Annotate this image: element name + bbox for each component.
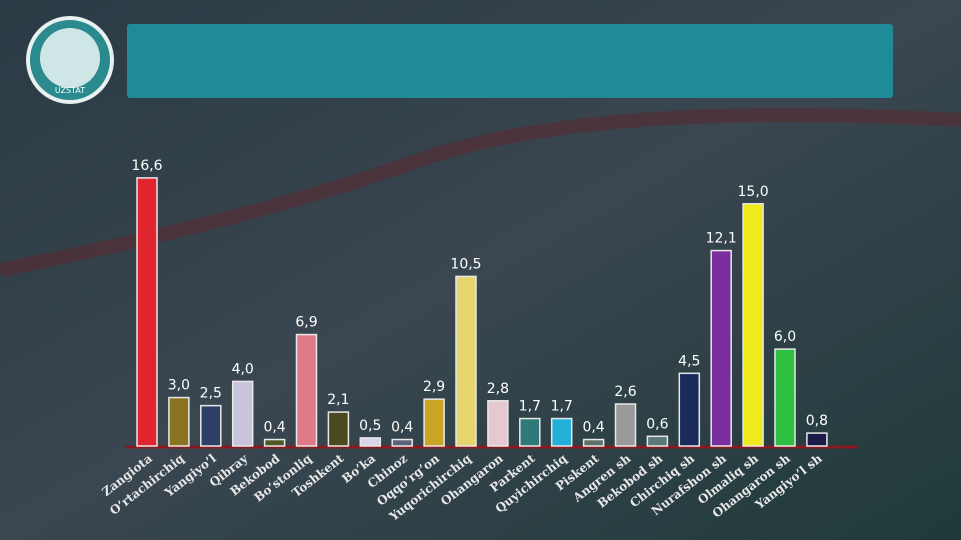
value-label: 1,7	[519, 399, 541, 415]
bar	[582, 438, 605, 447]
value-label: 6,9	[295, 315, 317, 331]
bar	[742, 203, 764, 447]
bar	[295, 333, 318, 447]
bar	[550, 417, 573, 447]
title-banner	[127, 24, 893, 98]
bar	[519, 417, 541, 447]
value-label: 2,5	[200, 386, 222, 402]
value-label: 16,6	[131, 158, 162, 174]
bar	[391, 438, 413, 447]
bar	[359, 437, 382, 447]
value-label: 15,0	[738, 184, 769, 200]
logo-text: UZSTAT	[55, 86, 85, 95]
bar	[487, 400, 509, 447]
value-label: 10,5	[450, 256, 481, 272]
value-label: 2,6	[614, 384, 636, 400]
bar	[231, 380, 254, 447]
value-label: 4,0	[232, 361, 254, 377]
value-label: 0,6	[646, 416, 668, 432]
value-label: 12,1	[706, 231, 737, 247]
value-label: 6,0	[774, 329, 796, 345]
bar	[200, 404, 222, 447]
value-label: 4,5	[678, 353, 700, 369]
bar	[710, 249, 732, 447]
value-label: 3,0	[168, 378, 190, 394]
bar	[614, 403, 637, 447]
value-label: 0,4	[582, 420, 604, 436]
value-label: 2,1	[327, 392, 349, 408]
bar	[327, 411, 350, 447]
value-label: 2,9	[423, 379, 445, 395]
bar	[774, 348, 796, 447]
bar	[168, 396, 190, 447]
bar	[423, 398, 445, 447]
value-label: 1,7	[551, 399, 573, 415]
logo-inner	[40, 28, 100, 88]
value-label: 0,4	[263, 420, 285, 436]
bar	[136, 177, 158, 447]
decor	[0, 108, 961, 277]
bar	[678, 372, 701, 447]
value-label: 0,5	[359, 418, 381, 434]
value-label: 0,4	[391, 420, 413, 436]
value-label: 2,8	[487, 381, 509, 397]
bar	[455, 275, 477, 447]
bar	[263, 438, 286, 447]
bar	[806, 432, 828, 447]
bar	[646, 435, 669, 447]
value-label: 0,8	[806, 413, 828, 429]
